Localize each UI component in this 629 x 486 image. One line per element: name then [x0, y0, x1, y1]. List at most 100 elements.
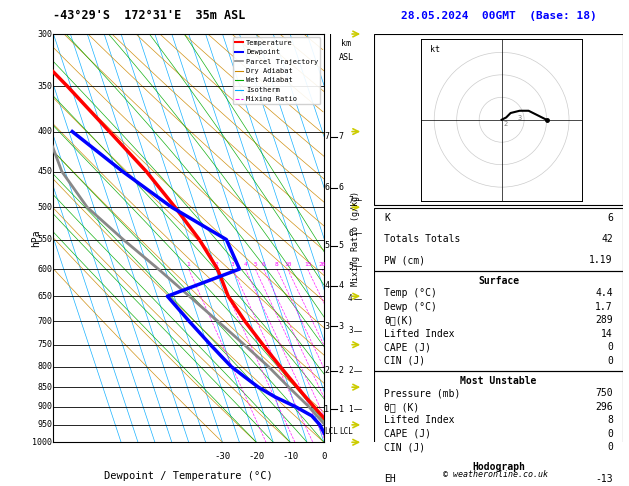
Text: 6: 6 [262, 262, 265, 267]
Legend: Temperature, Dewpoint, Parcel Trajectory, Dry Adiabat, Wet Adiabat, Isotherm, Mi: Temperature, Dewpoint, Parcel Trajectory… [233, 37, 320, 104]
Text: 950: 950 [37, 420, 52, 429]
Text: 5: 5 [348, 262, 353, 271]
Text: km: km [341, 39, 351, 48]
Text: 700: 700 [37, 317, 52, 326]
Text: Most Unstable: Most Unstable [460, 376, 537, 386]
Text: θᴇ(K): θᴇ(K) [384, 315, 414, 325]
Text: 7: 7 [339, 132, 344, 141]
Bar [374, 34, 623, 206]
Text: 450: 450 [37, 167, 52, 176]
Text: 42: 42 [601, 234, 613, 244]
Text: PW (cm): PW (cm) [384, 255, 425, 265]
Text: 0: 0 [607, 356, 613, 365]
Text: 2: 2 [214, 262, 218, 267]
Text: 5: 5 [325, 241, 330, 250]
Text: 5: 5 [253, 262, 257, 267]
Text: Totals Totals: Totals Totals [384, 234, 460, 244]
Text: 2: 2 [504, 122, 508, 127]
Text: -10: -10 [282, 452, 298, 462]
Text: Lifted Index: Lifted Index [384, 329, 455, 339]
Text: 1: 1 [339, 405, 344, 414]
Text: 750: 750 [595, 388, 613, 398]
Text: 2: 2 [325, 366, 330, 375]
Text: 600: 600 [37, 264, 52, 274]
Text: 4.4: 4.4 [595, 288, 613, 298]
Text: 3: 3 [348, 327, 353, 335]
Text: 0: 0 [321, 452, 326, 462]
Text: 6: 6 [339, 183, 344, 192]
Text: 800: 800 [37, 362, 52, 371]
Text: 750: 750 [37, 340, 52, 349]
Text: CIN (J): CIN (J) [384, 356, 425, 365]
Text: 1: 1 [187, 262, 191, 267]
Text: 400: 400 [37, 127, 52, 136]
Text: 296: 296 [595, 402, 613, 412]
Text: 650: 650 [37, 292, 52, 301]
Text: Surface: Surface [478, 276, 519, 286]
Text: CAPE (J): CAPE (J) [384, 429, 431, 439]
Bar [374, 371, 623, 456]
Text: © weatheronline.co.uk: © weatheronline.co.uk [443, 469, 548, 479]
Text: θᴇ (K): θᴇ (K) [384, 402, 420, 412]
Text: 850: 850 [37, 382, 52, 392]
Bar [374, 456, 623, 486]
Text: 4: 4 [348, 295, 353, 303]
Text: Dewp (°C): Dewp (°C) [384, 302, 437, 312]
Text: hPa: hPa [31, 229, 41, 247]
Text: 550: 550 [37, 235, 52, 244]
Text: 2: 2 [339, 366, 344, 375]
Text: 7: 7 [325, 132, 330, 141]
Text: 3: 3 [339, 322, 344, 330]
Bar [374, 271, 623, 371]
Text: 300: 300 [37, 30, 52, 38]
Text: Pressure (mb): Pressure (mb) [384, 388, 460, 398]
Text: 4: 4 [243, 262, 247, 267]
Text: 6: 6 [348, 229, 353, 238]
Text: 1: 1 [348, 405, 353, 414]
Text: 3: 3 [517, 115, 521, 121]
Text: 6: 6 [325, 183, 330, 192]
Text: 4: 4 [339, 281, 344, 290]
Text: 3: 3 [325, 322, 330, 330]
Text: 2: 2 [348, 366, 353, 375]
Text: LCL: LCL [325, 427, 338, 436]
Text: 350: 350 [37, 82, 52, 91]
Text: 8: 8 [607, 415, 613, 425]
Text: CIN (J): CIN (J) [384, 442, 425, 452]
Text: 289: 289 [595, 315, 613, 325]
Text: -13: -13 [595, 474, 613, 484]
Text: 28.05.2024  00GMT  (Base: 18): 28.05.2024 00GMT (Base: 18) [401, 11, 596, 21]
Text: Temp (°C): Temp (°C) [384, 288, 437, 298]
Text: -43°29'S  172°31'E  35m ASL: -43°29'S 172°31'E 35m ASL [53, 9, 246, 22]
Bar [374, 208, 623, 271]
Text: Mixing Ratio (g/kg): Mixing Ratio (g/kg) [351, 191, 360, 286]
Text: 4: 4 [325, 281, 330, 290]
Text: ASL: ASL [338, 53, 353, 63]
Text: 0: 0 [607, 442, 613, 452]
Text: 15: 15 [304, 262, 311, 267]
Text: 1.19: 1.19 [589, 255, 613, 265]
Text: Hodograph: Hodograph [472, 462, 525, 472]
Text: 0: 0 [607, 429, 613, 439]
Text: 500: 500 [37, 203, 52, 212]
Text: K: K [384, 213, 390, 223]
Text: Lifted Index: Lifted Index [384, 415, 455, 425]
Text: 8: 8 [275, 262, 279, 267]
Text: LCL: LCL [339, 427, 353, 436]
Text: 1: 1 [325, 405, 330, 414]
Text: 3: 3 [231, 262, 235, 267]
Text: Dewpoint / Temperature (°C): Dewpoint / Temperature (°C) [104, 471, 273, 481]
Text: EH: EH [384, 474, 396, 484]
Text: kt: kt [430, 45, 440, 54]
Text: 5: 5 [339, 241, 344, 250]
Text: -30: -30 [214, 452, 231, 462]
Text: 0: 0 [607, 342, 613, 352]
Text: CAPE (J): CAPE (J) [384, 342, 431, 352]
Text: -20: -20 [248, 452, 264, 462]
Text: 900: 900 [37, 402, 52, 411]
Text: 1.7: 1.7 [595, 302, 613, 312]
Text: 7: 7 [348, 196, 353, 205]
Text: 14: 14 [601, 329, 613, 339]
Text: 20: 20 [318, 262, 326, 267]
Text: 1000: 1000 [32, 438, 52, 447]
